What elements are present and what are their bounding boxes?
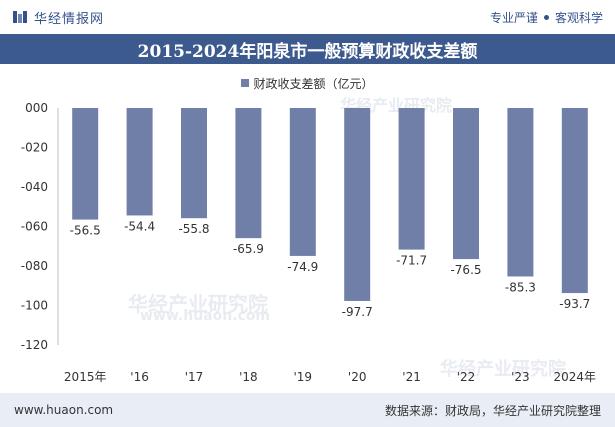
x-tick-label: '21 — [402, 370, 421, 384]
data-label: -55.8 — [178, 222, 209, 236]
tagline: 专业严谨 客观科学 — [490, 9, 603, 26]
bar — [507, 108, 534, 277]
footer-url: www.huaon.com — [14, 403, 114, 417]
tagline-right: 客观科学 — [554, 10, 603, 25]
legend-swatch — [241, 79, 250, 87]
tagline-left: 专业严谨 — [489, 10, 538, 25]
x-tick-label: 2024年 — [554, 370, 597, 384]
data-label: -76.5 — [450, 263, 481, 277]
y-tick-label: 000 — [25, 101, 48, 115]
bar — [453, 108, 479, 260]
bar-chart: 000 -020 -040 -060 -080 -100 -120 -56.5 2015年 -54… — [21, 101, 597, 384]
brand-name: 华经情报网 — [34, 11, 105, 27]
bar — [235, 108, 262, 239]
y-tick-label: -020 — [21, 141, 48, 155]
data-label: -85.3 — [505, 280, 536, 294]
data-label: -93.7 — [559, 297, 590, 311]
bar — [561, 108, 588, 294]
tagline-dot-icon — [543, 14, 549, 20]
bar — [289, 108, 316, 256]
x-tick-label: '18 — [239, 370, 258, 384]
footer-source: 数据来源：财政局，华经产业研究院整理 — [384, 403, 601, 418]
footer: www.huaon.com 数据来源：财政局，华经产业研究院整理 — [0, 393, 615, 427]
legend-label: 财政收支差额（亿元） — [253, 76, 374, 91]
data-label: -74.9 — [287, 260, 318, 274]
x-tick-label: '22 — [457, 370, 476, 384]
bar — [398, 108, 425, 250]
bar — [344, 108, 371, 301]
x-tick-label: '19 — [294, 370, 313, 384]
legend: 财政收支差额（亿元） — [0, 73, 615, 93]
y-tick-label: -060 — [21, 220, 48, 234]
bar — [72, 108, 99, 220]
top-bar: 华经情报网 专业严谨 客观科学 — [0, 0, 615, 34]
y-tick-label: -040 — [21, 180, 48, 194]
y-tick-label: -100 — [21, 299, 48, 313]
data-label: -71.7 — [396, 254, 427, 268]
data-label: -56.5 — [70, 224, 101, 238]
x-tick-label: '17 — [185, 370, 204, 384]
chart-title: 2015-2024年阳泉市一般预算财政收支差额 — [0, 34, 615, 64]
bar — [126, 108, 153, 216]
x-tick-label: 2015年 — [64, 370, 107, 384]
x-tick-label: '20 — [348, 370, 367, 384]
bar — [181, 108, 207, 219]
y-tick-label: -080 — [21, 259, 48, 273]
data-label: -65.9 — [233, 242, 264, 256]
y-tick-label: -120 — [21, 338, 48, 352]
data-label: -97.7 — [342, 305, 373, 319]
brand: 华经情报网 — [12, 8, 104, 27]
x-tick-label: '23 — [511, 370, 530, 384]
x-tick-label: '16 — [130, 370, 149, 384]
brand-logo-icon — [13, 11, 27, 23]
data-label: -54.4 — [124, 219, 155, 233]
